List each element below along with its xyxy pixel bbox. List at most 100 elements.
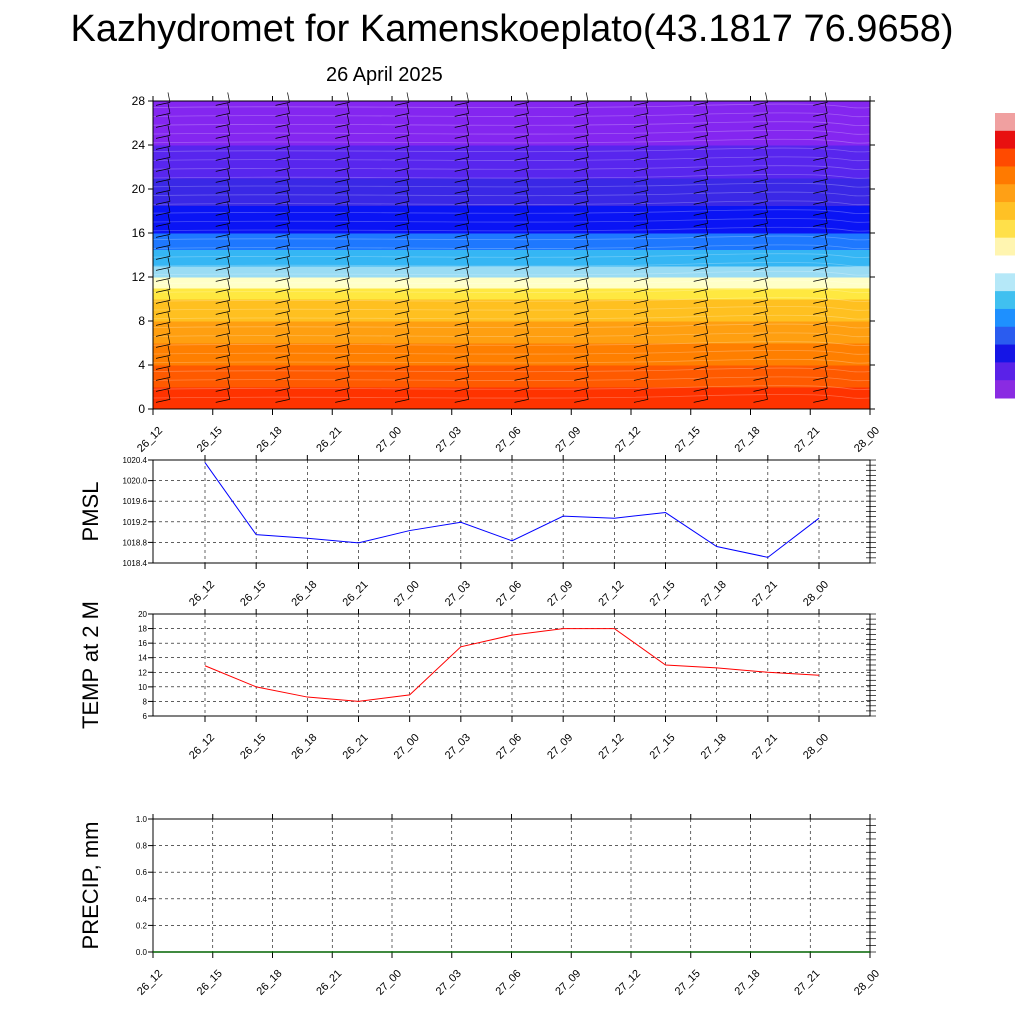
wind-barb [753,322,768,326]
wind-barb-feather [287,147,290,158]
wind-barb [335,399,350,403]
wind-barb-feather [705,378,709,389]
wind-barb-feather [346,367,350,378]
wind-barb-feather [466,125,470,136]
wind-barb [275,168,290,172]
contour-line [152,103,871,109]
wind-barb-feather [585,279,589,290]
x-tick-label: 27_21 [792,425,822,455]
wind-barb [335,278,350,282]
wind-barb [155,289,171,293]
x-tick-label: 26_15 [195,968,225,998]
contour-line [152,174,871,179]
wind-barb [215,146,230,150]
wind-barb [574,267,589,271]
wind-barb [813,388,828,392]
wind-barb [155,212,171,216]
wind-barb-feather [526,125,529,136]
chart-subtitle: 26 April 2025 [326,64,443,86]
wind-barb [335,267,350,271]
wind-barb [394,135,410,139]
contour-line [152,218,871,223]
wind-barb-feather [167,202,171,213]
wind-barb-feather [167,312,171,323]
precipitation-panel: 0.0 0.2 0.4 0.6 0.8 1.0 26_12 26_15 26_18 26_21 27… [78,814,882,998]
wind-barb-feather [645,356,649,367]
wind-barb [813,135,828,139]
colorbar [995,113,1015,399]
wind-barb-feather [167,235,171,246]
wind-barb [574,113,589,117]
wind-barb [633,157,649,161]
x-tick-label: 26_12 [187,732,217,762]
wind-barb [693,179,708,183]
wind-barb-feather [406,158,410,169]
contour-line [152,253,871,258]
wind-barb [813,399,828,403]
heatmap-band [153,205,870,234]
wind-barb [394,333,410,337]
wind-barb [275,157,290,161]
wind-barb-feather [526,191,529,202]
wind-barb [155,355,171,359]
y-tick-label: 20 [138,610,147,619]
wind-barb [454,157,469,161]
wind-barb-feather [526,180,529,191]
wind-barb-feather [765,136,768,147]
wind-barb-feather [167,147,171,158]
wind-barb-feather [287,191,290,202]
wind-barb-feather [585,224,589,235]
contour-line [152,121,871,126]
wind-barb-feather [645,246,649,257]
wind-barb-feather [526,345,529,356]
wind-barb-feather [287,367,290,378]
wind-barb-feather [585,191,589,202]
wind-barb-feather [526,268,529,279]
wind-barb [155,256,171,260]
wind-barb [813,124,828,128]
wind-barb [335,344,350,348]
wind-barb [335,168,350,172]
x-tick-label: 27_12 [596,579,626,609]
wind-barb-feather [287,103,290,114]
wind-barb-feather [346,301,350,312]
wind-barb-feather [466,246,470,257]
wind-barb-feather [645,312,649,323]
wind-barb-feather [406,191,410,202]
wind-barb-feather [645,191,649,202]
wind-barb [394,201,410,205]
wind-barb [514,190,529,194]
wind-barb-feather [824,356,828,367]
wind-barb-feather [645,279,649,290]
wind-barb [275,256,290,260]
wind-barb-feather [526,169,529,180]
colorbar-swatch [995,255,1015,274]
wind-barb-feather [585,389,589,400]
wind-barb-feather [287,169,290,180]
x-tick-label: 28_00 [801,732,831,762]
wind-barb-feather [824,114,828,125]
wind-barb [574,377,589,381]
wind-barb [215,245,230,249]
wind-barb [514,124,529,128]
wind-barb [574,201,589,205]
wind-barb-feather [705,312,709,323]
wind-barb [753,102,768,106]
wind-barb-feather [765,389,768,400]
wind-barb-feather [227,323,231,334]
x-tick-label: 28_00 [852,425,882,455]
wind-barb [693,377,708,381]
wind-barb [335,234,350,238]
wind-barb-feather [406,334,410,345]
wind-barb [275,333,290,337]
wind-barb-feather [287,114,290,125]
wind-barb-feather [705,191,709,202]
wind-barb-feather [824,202,828,213]
wind-barb-feather [287,136,290,147]
wind-barb [215,223,230,227]
wind-barb-feather [645,224,649,235]
wind-barb-feather [585,345,589,356]
wind-barb-feather [645,158,649,169]
colorbar-swatch [995,130,1015,150]
